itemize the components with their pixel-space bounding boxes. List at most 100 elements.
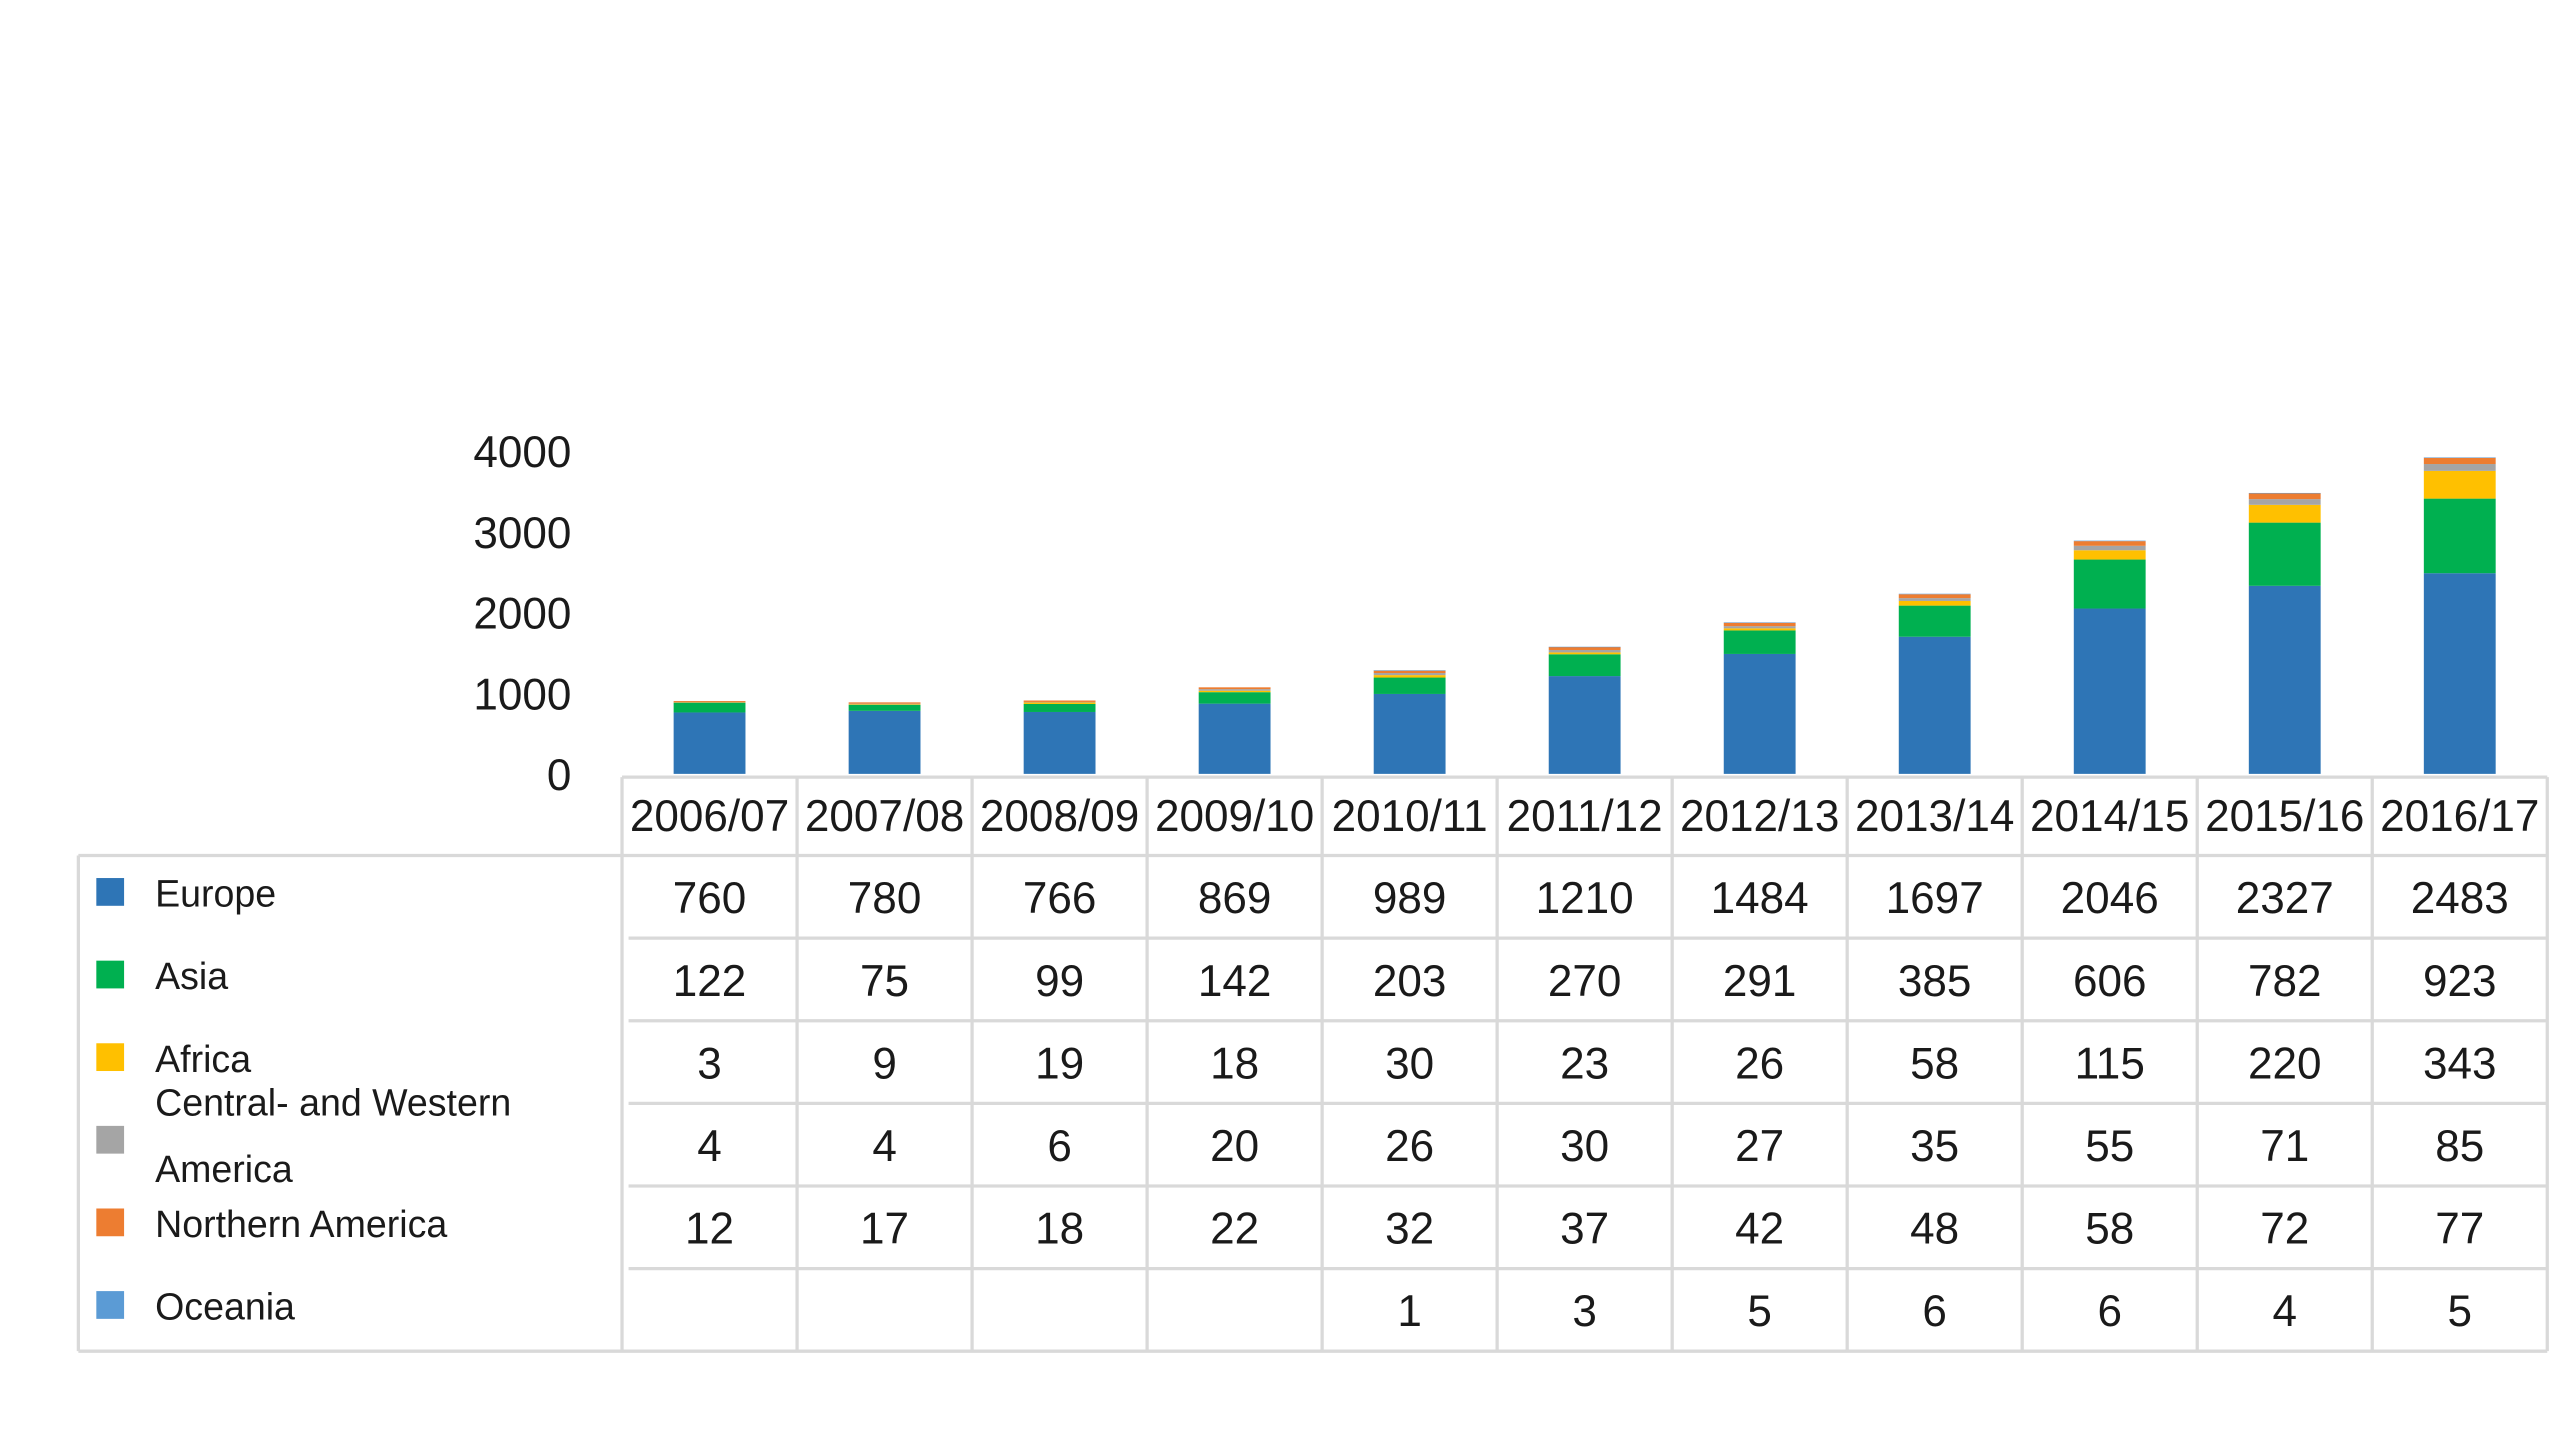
bar-segment (1373, 677, 1446, 694)
x-category-label: 2008/09 (980, 792, 1139, 841)
table-cell-value: 37 (1560, 1205, 1609, 1254)
table-cell-value: 55 (2085, 1122, 2134, 1171)
table-cell-value: 1 (1397, 1287, 1422, 1336)
bar-segment (2248, 499, 2321, 505)
table-cell-value: 12 (685, 1205, 734, 1254)
y-tick-label: 0 (547, 751, 572, 800)
table-cell-value: 4 (697, 1122, 722, 1171)
table-cell-value: 869 (1198, 874, 1272, 923)
table-cell-value: 35 (1910, 1122, 1959, 1171)
bar-segment (673, 712, 746, 774)
bar-segment (2423, 457, 2496, 458)
table-cell-value: 115 (2075, 1039, 2145, 1088)
y-axis: 0 1000 2000 3000 4000 (473, 428, 571, 800)
bar-segment (2423, 498, 2496, 574)
table-cell-value: 77 (2435, 1205, 2484, 1254)
table-cell-value: 71 (2260, 1122, 2309, 1171)
table-cell-value: 923 (2423, 957, 2497, 1006)
bar-segment (2423, 470, 2496, 499)
bar-segment (1198, 687, 1271, 690)
legend-swatch (96, 878, 125, 906)
bar-segment (2248, 492, 2321, 494)
legend-swatch (96, 1125, 125, 1154)
x-category-label: 2010/11 (1332, 792, 1488, 841)
bar-segment (1898, 636, 1971, 774)
table-cell-value: 780 (848, 874, 922, 923)
bar-segment (1723, 622, 1796, 627)
bar-segment (1373, 673, 1446, 676)
bar-segment (1023, 702, 1096, 704)
table-cell-value: 26 (1385, 1122, 1434, 1171)
table-cell-value: 27 (1735, 1122, 1784, 1171)
bar-segment (1548, 649, 1621, 653)
bar-segment (848, 703, 921, 705)
bar-segment (1548, 646, 1621, 650)
table-cell-value: 18 (1035, 1205, 1084, 1254)
bar-segment (1548, 654, 1621, 677)
legend-label: Africa (155, 1038, 251, 1080)
bar-segment (673, 701, 746, 703)
table-cell-value: 3 (1572, 1287, 1597, 1336)
y-tick-label: 2000 (473, 590, 571, 639)
legend-label: Asia (155, 955, 228, 997)
table-cell-value: 6 (1922, 1287, 1947, 1336)
bar-segment (848, 704, 921, 711)
bar-segment (2423, 457, 2496, 465)
table-cell-value: 6 (2097, 1287, 2122, 1336)
table-cell-value: 22 (1210, 1205, 1259, 1254)
bar-segment (1898, 593, 1971, 595)
bar-segment (1723, 628, 1796, 631)
bar-segment (1723, 622, 1796, 623)
bar-segment (2248, 522, 2321, 586)
legend-label: America (155, 1148, 293, 1190)
table-cell-value: 85 (2435, 1122, 2484, 1171)
bar-segment (2073, 545, 2146, 551)
bar-segment (848, 702, 921, 704)
bar-segment (1023, 703, 1096, 712)
table-cell-value: 2483 (2411, 874, 2509, 923)
legend-swatch (96, 1043, 125, 1072)
table-cell-value: 30 (1385, 1039, 1434, 1088)
table-cell-value: 19 (1035, 1039, 1084, 1088)
bar-segment (1898, 594, 1971, 599)
bar-segment (673, 702, 746, 703)
table-cell-value: 6 (1047, 1122, 1072, 1171)
bar-segment (2423, 573, 2496, 774)
bar-segment (1548, 646, 1621, 648)
bar-segment (2073, 608, 2146, 774)
bar-segment (673, 702, 746, 703)
bar-segment (2073, 541, 2146, 546)
bar-segment (1198, 690, 1271, 693)
bar-segment (1023, 711, 1096, 774)
table-cell-value: 291 (1723, 957, 1797, 1006)
bar-segment (2248, 493, 2321, 500)
table-cell-value: 5 (2447, 1287, 2472, 1336)
bar-segment (1723, 653, 1796, 774)
table-cell-value: 2327 (2236, 874, 2334, 923)
bar-segment (2073, 559, 2146, 609)
table-cell-value: 606 (2073, 957, 2147, 1006)
legend-label: Northern America (155, 1203, 447, 1245)
table-cell-value: 385 (1898, 957, 1972, 1006)
table-cell-value: 1697 (1886, 874, 1984, 923)
table-cell-value: 4 (872, 1122, 897, 1171)
bar-segment (2073, 540, 2146, 542)
x-category-label: 2015/16 (2205, 792, 2364, 841)
bar-segment (1548, 652, 1621, 655)
bar-segment (1373, 670, 1446, 674)
table-cell-value: 2046 (2061, 874, 2159, 923)
table-cell-value: 142 (1198, 957, 1272, 1006)
table-cell-value: 26 (1735, 1039, 1784, 1088)
table-cell-value: 72 (2260, 1205, 2309, 1254)
x-category-label: 2016/17 (2380, 792, 2539, 841)
table-cell-value: 30 (1560, 1122, 1609, 1171)
legend-label: Central- and Western (155, 1081, 511, 1123)
bar-segment (1548, 676, 1621, 774)
bar-segment (1898, 600, 1971, 606)
table-cell-value: 75 (860, 957, 909, 1006)
table-cell-value: 18 (1210, 1039, 1259, 1088)
table-cell-value: 58 (1910, 1039, 1959, 1088)
legend-label: Oceania (155, 1286, 295, 1328)
bar-segment (1198, 692, 1271, 704)
